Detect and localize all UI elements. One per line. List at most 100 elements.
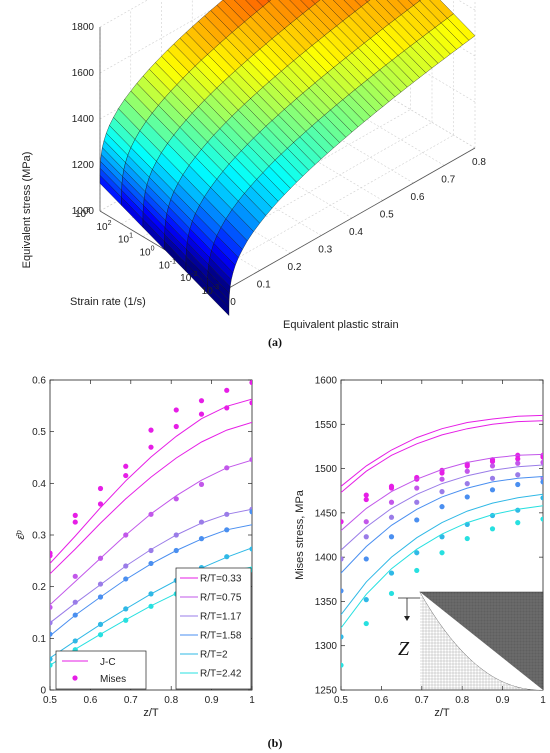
inset-arrow-head	[404, 616, 410, 621]
x-tick-label: 0.3	[318, 245, 332, 256]
mises-point	[363, 519, 369, 525]
mises-point	[198, 398, 205, 404]
caption-a: (a)	[268, 335, 282, 349]
mises-point	[341, 519, 344, 525]
caption-b: (b)	[268, 736, 283, 750]
x-axis-label: z/T	[143, 707, 159, 719]
mises-point	[97, 581, 104, 587]
y-tick-base: 10	[202, 286, 214, 297]
mises-point	[363, 620, 369, 627]
x-tick-label: 0.8	[472, 157, 486, 168]
mises-point	[388, 514, 395, 520]
mises-point	[414, 485, 420, 491]
legend-rt-label: R/T=1.17	[200, 612, 242, 623]
y-tick-label: 0.3	[32, 531, 46, 542]
mises-point	[388, 534, 395, 540]
mises-point	[173, 407, 179, 413]
y-tick-base: 10	[118, 235, 130, 246]
mises-point	[123, 576, 129, 582]
left-plot: 0.5 0.6 0.7 0.8 0.9 1 0 0.1 0.2 0.3 0.4 0.5 0.6 z/T ε̄…	[15, 376, 255, 720]
mises-point	[173, 423, 179, 430]
mises-point	[173, 496, 179, 502]
mises-point	[123, 563, 129, 569]
mises-point	[148, 603, 154, 609]
mises-point	[388, 485, 395, 491]
x-tick-label: 0.7	[415, 695, 429, 706]
mises-point	[439, 489, 445, 495]
mises-point	[249, 380, 252, 386]
legend-jc-label: J-C	[100, 657, 116, 668]
mises-point	[72, 573, 78, 579]
mises-point	[123, 532, 129, 538]
y-tick-label: 103	[75, 207, 90, 220]
mises-point	[414, 567, 420, 574]
right-plot: 0.5 0.6 0.7 0.8 0.9 1 1250 1300 1350 1400 1450 1500…	[294, 376, 546, 720]
surface-patch	[267, 0, 272, 2]
x-tick-label: 0.7	[441, 175, 455, 186]
mises-point	[123, 472, 129, 479]
inset-mesh: Z	[398, 591, 544, 691]
y-axis-label: ε̄ᵖ	[15, 530, 27, 540]
mises-point	[341, 634, 344, 640]
mises-point	[341, 556, 344, 562]
mises-point	[97, 594, 104, 600]
jc-line	[341, 420, 543, 493]
x-tick-label: 0.6	[83, 695, 97, 706]
mises-point	[224, 387, 230, 393]
mises-point	[198, 411, 205, 417]
x-tick-label: 0.6	[411, 192, 425, 203]
jc-line	[341, 505, 543, 629]
mises-point	[540, 495, 543, 501]
y-tick-label: 0	[40, 686, 46, 697]
mises-point	[540, 516, 543, 522]
mises-point	[148, 560, 154, 567]
y-tick-exponent: -3	[213, 284, 219, 291]
x-tick-label: 0.4	[349, 227, 363, 238]
y-tick-label: 101	[118, 233, 133, 246]
mises-point	[173, 547, 179, 554]
x-axis-label: z/T	[434, 707, 450, 719]
y-tick-label: 1350	[315, 597, 338, 608]
y-tick-base: 10	[75, 209, 87, 220]
surface-ylabel: Strain rate (1/s)	[70, 296, 146, 308]
mises-point	[249, 456, 252, 463]
mises-point	[363, 597, 369, 603]
series-group	[50, 380, 252, 668]
mises-point	[439, 504, 445, 510]
y-tick-label: 10-2	[180, 271, 197, 284]
y-tick-base: 10	[96, 222, 108, 233]
y-tick-label: 1300	[315, 641, 338, 652]
y-tick-exponent: 1	[129, 233, 133, 240]
y-tick-exponent: 0	[151, 246, 155, 253]
y-tick-label: 0.5	[32, 427, 46, 438]
mises-point	[489, 487, 496, 493]
y-tick-label: 0.2	[32, 582, 46, 593]
x-tick-label: 0	[230, 297, 236, 308]
jc-line	[341, 476, 543, 574]
series-group	[341, 414, 543, 668]
surface-xlabel: Equivalent plastic strain	[283, 319, 399, 331]
y-tick-label: 0.4	[32, 479, 46, 490]
y-tick-label: 0.6	[32, 376, 46, 387]
legend-rt-label: R/T=2	[200, 650, 228, 661]
mises-point	[249, 400, 252, 406]
mises-point	[50, 604, 53, 610]
mises-point	[439, 476, 445, 482]
mises-point	[363, 556, 369, 562]
mises-point	[464, 535, 470, 542]
mises-point	[515, 481, 521, 488]
x-tick-label: 0.9	[496, 695, 510, 706]
x-tick-label: 0.1	[257, 280, 271, 291]
y-tick-label: 102	[96, 220, 111, 233]
mises-point	[72, 638, 78, 644]
inset-mask	[420, 592, 543, 690]
mises-point	[489, 475, 496, 481]
y-tick-exponent: 2	[108, 220, 112, 227]
z-tick-label: 1600	[72, 68, 95, 79]
mises-point	[97, 632, 104, 638]
mises-point	[388, 590, 395, 597]
mises-point	[464, 481, 470, 487]
surface-plot: 1000120014001600180000.10.20.30.40.50.60…	[21, 0, 486, 349]
surface-patch	[311, 0, 321, 5]
mises-point	[123, 463, 129, 469]
